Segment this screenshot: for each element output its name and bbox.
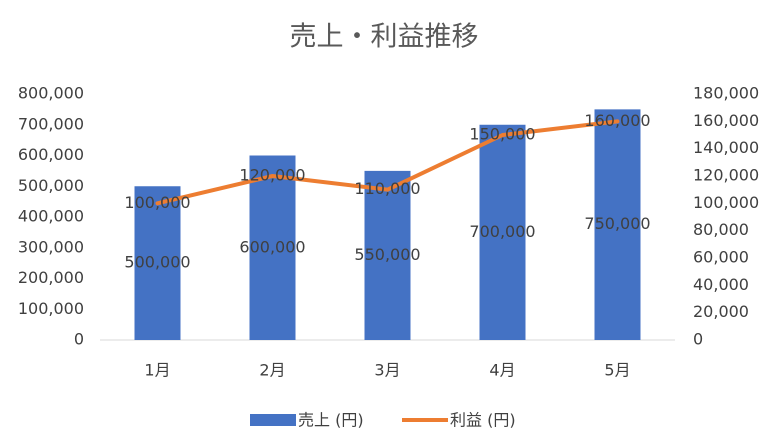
data-label: 600,000 bbox=[239, 237, 305, 256]
data-label: 550,000 bbox=[354, 245, 420, 264]
data-label: 750,000 bbox=[584, 214, 650, 233]
y2-tick-label: 180,000 bbox=[693, 84, 759, 103]
x-tick-label: 3月 bbox=[374, 361, 400, 380]
chart-title: 売上・利益推移 bbox=[290, 22, 479, 53]
y-tick-label: 700,000 bbox=[18, 114, 84, 133]
data-label: 110,000 bbox=[354, 179, 420, 198]
y-tick-label: 0 bbox=[74, 330, 84, 349]
y2-tick-label: 160,000 bbox=[693, 111, 759, 130]
bar bbox=[594, 109, 641, 340]
y2-tick-label: 60,000 bbox=[693, 248, 749, 267]
line bbox=[155, 119, 620, 206]
data-label: 160,000 bbox=[584, 111, 650, 130]
x-tick-label: 4月 bbox=[489, 361, 515, 380]
data-label: 500,000 bbox=[124, 253, 190, 272]
y-tick-label: 100,000 bbox=[18, 299, 84, 318]
y-tick-label: 800,000 bbox=[18, 84, 84, 103]
data-label: 150,000 bbox=[469, 125, 535, 144]
data-label: 700,000 bbox=[469, 222, 535, 241]
x-tick-label: 1月 bbox=[144, 361, 170, 380]
bar bbox=[249, 155, 296, 340]
y-tick-label: 500,000 bbox=[18, 176, 84, 195]
y2-tick-label: 80,000 bbox=[693, 220, 749, 239]
legend-label: 売上 (円) bbox=[298, 411, 364, 430]
data-label: 100,000 bbox=[124, 193, 190, 212]
y-tick-label: 600,000 bbox=[18, 145, 84, 164]
y2-tick-label: 120,000 bbox=[693, 166, 759, 185]
legend-swatch bbox=[250, 414, 296, 426]
y2-tick-label: 40,000 bbox=[693, 275, 749, 294]
y-tick-label: 300,000 bbox=[18, 237, 84, 256]
bar bbox=[364, 170, 411, 340]
y2-tick-label: 140,000 bbox=[693, 138, 759, 157]
bar bbox=[479, 124, 526, 340]
data-label: 120,000 bbox=[239, 166, 305, 185]
y2-tick-label: 0 bbox=[693, 330, 703, 349]
y2-tick-label: 20,000 bbox=[693, 302, 749, 321]
y2-tick-label: 100,000 bbox=[693, 193, 759, 212]
legend-label: 利益 (円) bbox=[450, 411, 516, 430]
y-tick-label: 200,000 bbox=[18, 268, 84, 287]
bar bbox=[134, 186, 181, 340]
x-tick-label: 2月 bbox=[259, 361, 285, 380]
x-tick-label: 5月 bbox=[604, 361, 630, 380]
y-tick-label: 400,000 bbox=[18, 207, 84, 226]
